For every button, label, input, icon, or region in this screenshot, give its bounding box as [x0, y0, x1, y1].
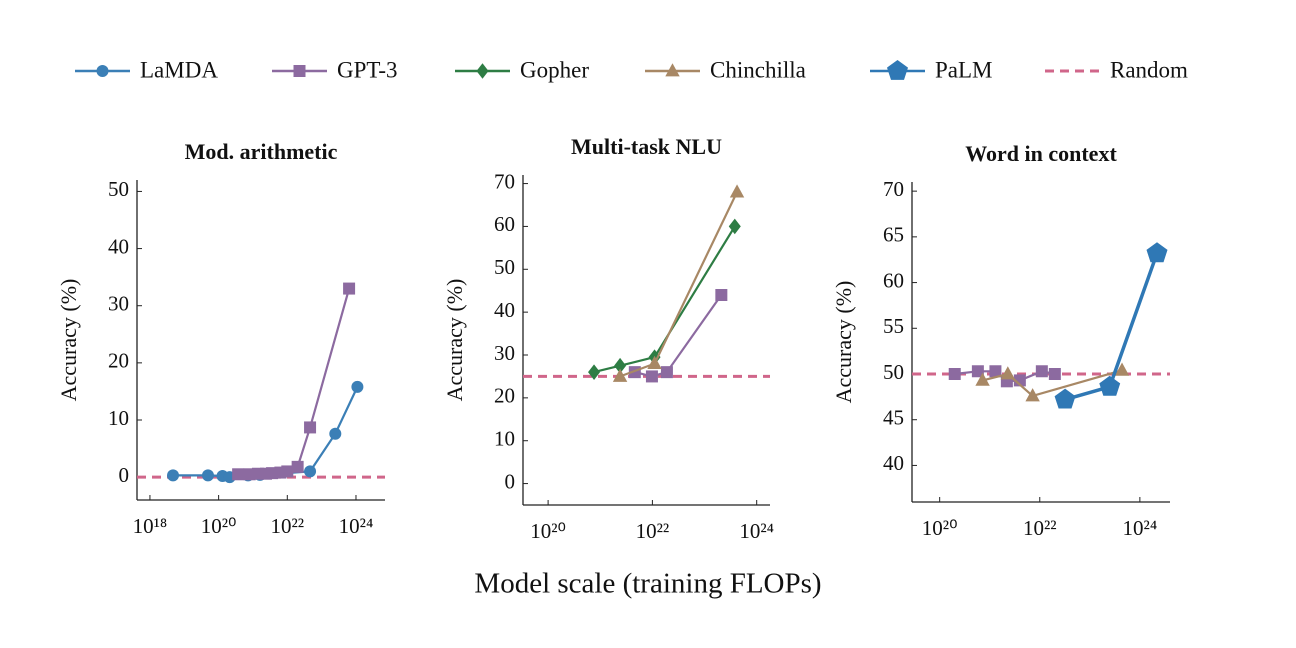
marker — [647, 355, 662, 369]
marker — [971, 365, 984, 378]
x-tick-label: 10²⁴ — [1123, 516, 1158, 540]
marker — [281, 465, 294, 478]
y-tick-label: 70 — [883, 177, 904, 201]
marker — [665, 63, 680, 77]
subplot: Mod. arithmetic Accuracy (%) 0 10 20 30 40 50 10… — [56, 139, 385, 538]
marker — [1099, 375, 1121, 396]
marker — [1025, 388, 1040, 402]
x-axis-label: Model scale (training FLOPs) — [474, 568, 821, 600]
marker — [989, 365, 1002, 378]
marker — [291, 460, 304, 473]
marker — [729, 184, 745, 198]
marker — [304, 421, 317, 434]
y-tick-label: 40 — [494, 298, 515, 322]
y-tick-label: 65 — [883, 223, 904, 247]
marker — [96, 65, 109, 77]
marker — [1048, 368, 1061, 380]
x-tick-label: 10²⁴ — [739, 519, 774, 543]
legend-label: Chinchilla — [710, 57, 806, 82]
y-tick-label: 70 — [494, 169, 515, 193]
x-tick-label: 10²⁰ — [922, 516, 958, 540]
marker — [975, 372, 990, 386]
x-tick-label: 10²² — [271, 514, 305, 538]
marker — [329, 427, 342, 440]
marker — [343, 282, 356, 295]
y-tick-label: 45 — [883, 406, 904, 430]
marker — [351, 380, 364, 393]
legend-label: LaMDA — [140, 57, 218, 82]
x-tick-label: 10²² — [1023, 516, 1057, 540]
marker — [715, 289, 728, 301]
marker — [1054, 388, 1076, 409]
x-tick-label: 10¹⁸ — [133, 514, 168, 538]
marker — [1114, 362, 1130, 376]
y-tick-label: 50 — [494, 255, 515, 279]
x-tick-label: 10²⁴ — [339, 514, 374, 538]
y-tick-label: 20 — [494, 384, 515, 408]
legend-label: Gopher — [520, 57, 589, 82]
y-tick-label: 20 — [108, 349, 129, 373]
marker — [1035, 365, 1048, 378]
series-line — [593, 225, 736, 374]
marker — [1000, 366, 1016, 380]
x-tick-label: 10²² — [636, 519, 670, 543]
y-tick-label: 0 — [119, 463, 130, 487]
marker — [304, 465, 317, 478]
marker — [476, 63, 489, 79]
marker — [614, 357, 627, 374]
marker — [728, 218, 741, 235]
marker — [612, 368, 628, 382]
subplot: Multi-task NLU Accuracy (%) 0 10 20 30 40 50 60 7… — [442, 134, 774, 543]
legend-label: PaLM — [935, 57, 993, 82]
y-tick-label: 10 — [494, 427, 515, 451]
legend-label: Random — [1110, 57, 1188, 82]
y-tick-label: 30 — [108, 292, 129, 316]
y-axis-label: Accuracy (%) — [56, 279, 81, 402]
y-axis-label: Accuracy (%) — [442, 279, 467, 402]
y-tick-label: 10 — [108, 406, 129, 430]
subplot-title: Multi-task NLU — [571, 134, 722, 159]
marker — [887, 60, 908, 80]
marker — [293, 65, 306, 77]
y-tick-label: 30 — [494, 341, 515, 365]
subplot-title: Mod. arithmetic — [185, 139, 338, 164]
y-tick-label: 55 — [883, 314, 904, 338]
y-tick-label: 50 — [108, 177, 129, 201]
x-tick-label: 10²⁰ — [201, 514, 237, 538]
marker — [660, 366, 673, 379]
y-tick-label: 40 — [883, 451, 904, 475]
x-tick-label: 10²⁰ — [530, 519, 566, 543]
marker — [167, 469, 180, 482]
marker — [232, 468, 245, 481]
y-axis-label: Accuracy (%) — [831, 281, 856, 404]
subplot-title: Word in context — [965, 141, 1117, 166]
legend-label: GPT-3 — [337, 57, 398, 82]
y-tick-label: 0 — [505, 469, 516, 493]
y-tick-label: 60 — [494, 212, 515, 236]
marker — [201, 469, 214, 482]
marker — [948, 368, 961, 380]
y-tick-label: 60 — [883, 268, 904, 292]
series-line — [634, 294, 723, 378]
y-tick-label: 50 — [883, 360, 904, 384]
y-tick-label: 40 — [108, 234, 129, 258]
legend: LaMDA GPT-3 Gopher Chinchilla PaLM Random — [75, 57, 1188, 82]
subplot: Word in context Accuracy (%) 40 45 50 55 60 65 7… — [831, 141, 1170, 540]
marker — [1146, 242, 1168, 263]
marker — [588, 364, 601, 380]
series-line — [982, 369, 1123, 398]
marker — [645, 370, 658, 383]
